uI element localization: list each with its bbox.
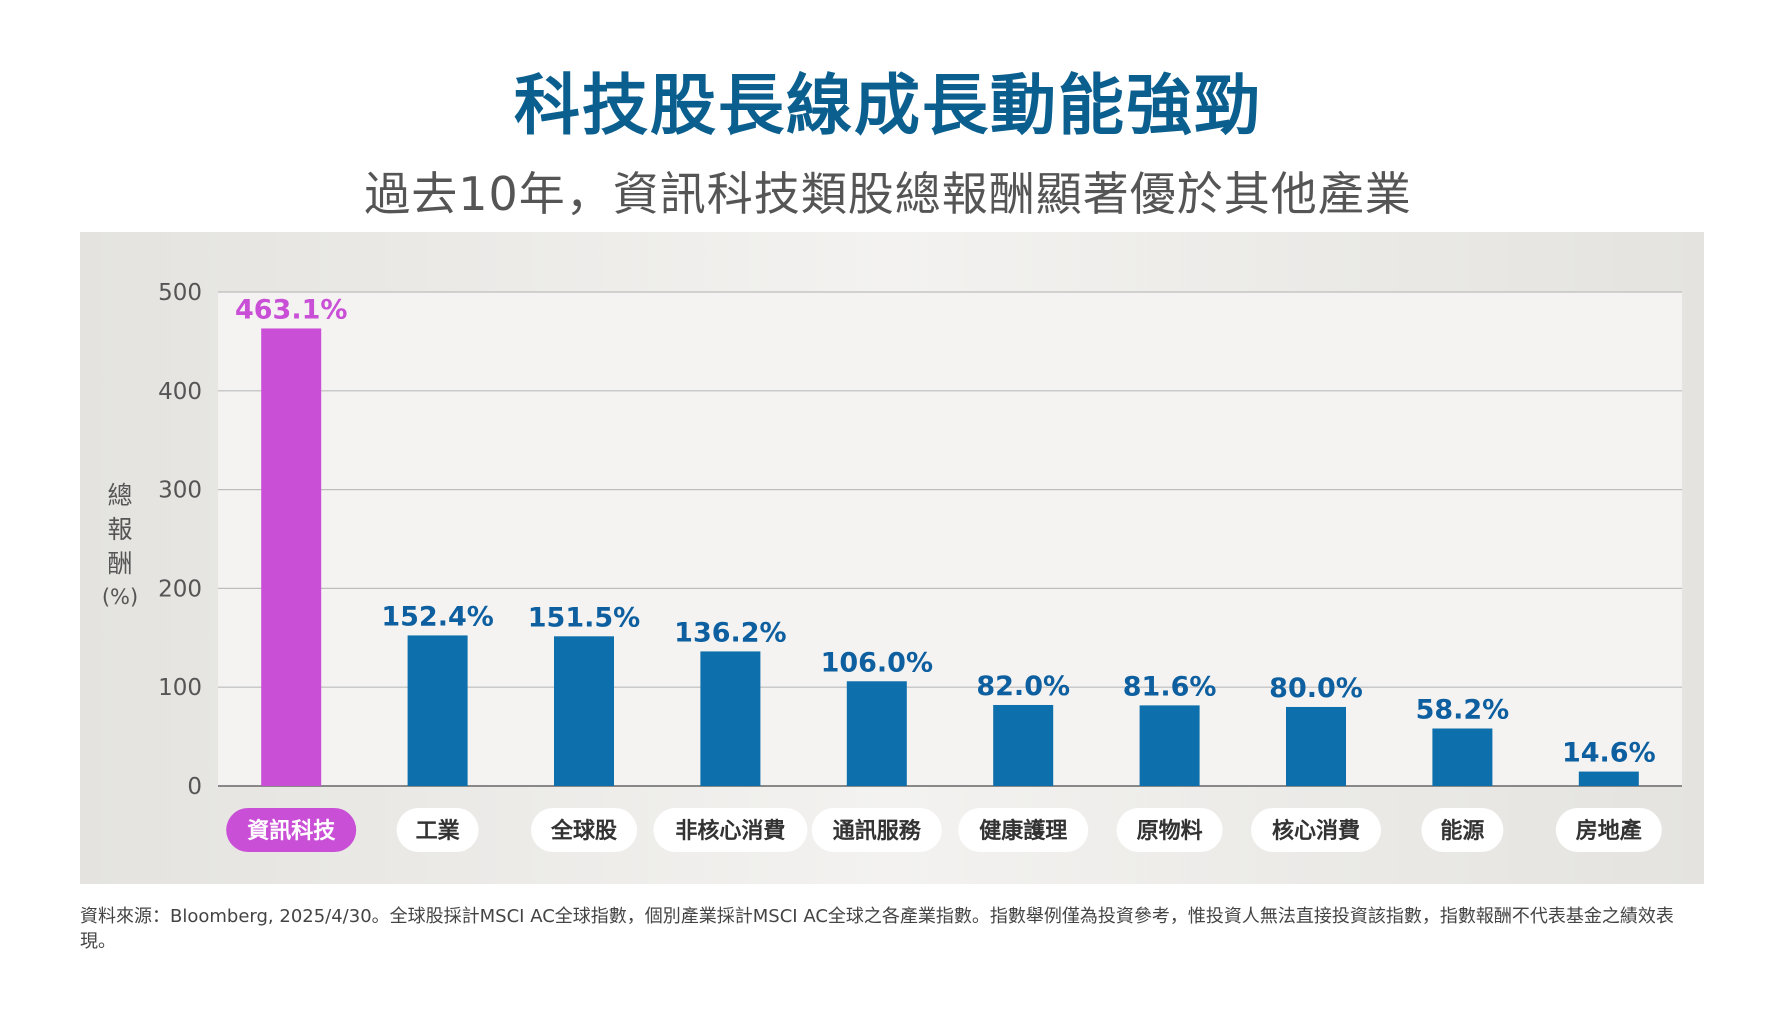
x-tick-label: 非核心消費 bbox=[675, 818, 785, 844]
category-pill bbox=[531, 808, 637, 852]
data-label: 106.0% bbox=[821, 647, 933, 678]
category-pill bbox=[811, 808, 942, 852]
category-pill bbox=[1555, 808, 1662, 852]
y-tick-label: 100 bbox=[158, 675, 202, 701]
chart-panel: 0 100 200 300 400 500 總報酬 (%) 463.1% 資訊科技 152.4% 工業… bbox=[80, 232, 1704, 884]
data-label: 81.6% bbox=[1123, 671, 1217, 702]
bar bbox=[1139, 705, 1200, 786]
y-tick-label: 400 bbox=[158, 379, 202, 405]
x-tick-label: 資訊科技 bbox=[247, 818, 336, 844]
data-label: 463.1% bbox=[235, 294, 347, 325]
y-tick-label: 300 bbox=[158, 478, 202, 504]
footnote: 資料來源：Bloomberg, 2025/4/30。全球股採計MSCI AC全球… bbox=[80, 906, 1674, 952]
page-title: 科技股長線成長動能強勁 bbox=[514, 67, 1262, 144]
data-label: 14.6% bbox=[1562, 738, 1656, 769]
bar-chart: 0 100 200 300 400 500 總報酬 (%) 463.1% 資訊科技 152.4% 工業… bbox=[102, 280, 1682, 852]
bar bbox=[1286, 706, 1346, 786]
data-label: 80.0% bbox=[1269, 673, 1363, 704]
category-pill bbox=[653, 808, 808, 852]
x-tick-label: 工業 bbox=[416, 819, 461, 844]
bar bbox=[1578, 771, 1639, 786]
x-tick-label: 房地產 bbox=[1576, 818, 1642, 844]
y-tick-label: 200 bbox=[158, 576, 202, 602]
y-axis-unit: (%) bbox=[102, 585, 138, 609]
x-tick-label: 健康護理 bbox=[979, 818, 1067, 844]
category-pill bbox=[1421, 808, 1504, 852]
bar bbox=[554, 636, 614, 786]
y-axis-label: 報 bbox=[107, 515, 132, 544]
data-label: 136.2% bbox=[674, 617, 786, 648]
category-pill bbox=[226, 808, 357, 852]
bar bbox=[700, 651, 761, 786]
data-label: 82.0% bbox=[976, 671, 1070, 702]
data-label: 152.4% bbox=[381, 601, 493, 632]
data-label: 58.2% bbox=[1416, 694, 1510, 725]
y-axis-label: 酬 bbox=[107, 549, 132, 578]
data-label: 151.5% bbox=[528, 602, 640, 633]
x-tick-label: 原物料 bbox=[1137, 818, 1203, 844]
category-pill bbox=[1116, 808, 1223, 852]
category-pill bbox=[1251, 808, 1381, 852]
x-tick-label: 能源 bbox=[1440, 818, 1484, 844]
x-tick-label: 全球股 bbox=[550, 818, 617, 844]
x-tick-label: 核心消費 bbox=[1272, 818, 1360, 844]
bar bbox=[846, 681, 907, 786]
y-tick-label: 0 bbox=[187, 774, 202, 800]
bar bbox=[993, 704, 1054, 786]
bar bbox=[407, 635, 468, 786]
y-tick-label: 500 bbox=[158, 280, 202, 306]
bar bbox=[261, 328, 322, 786]
category-pill bbox=[396, 808, 479, 852]
y-axis-label: 總 bbox=[107, 481, 132, 510]
bar bbox=[1432, 728, 1493, 786]
category-pill bbox=[958, 808, 1089, 852]
page-subtitle: 過去10年，資訊科技類股總報酬顯著優於其他產業 bbox=[364, 167, 1412, 221]
x-tick-label: 通訊服務 bbox=[833, 818, 922, 844]
